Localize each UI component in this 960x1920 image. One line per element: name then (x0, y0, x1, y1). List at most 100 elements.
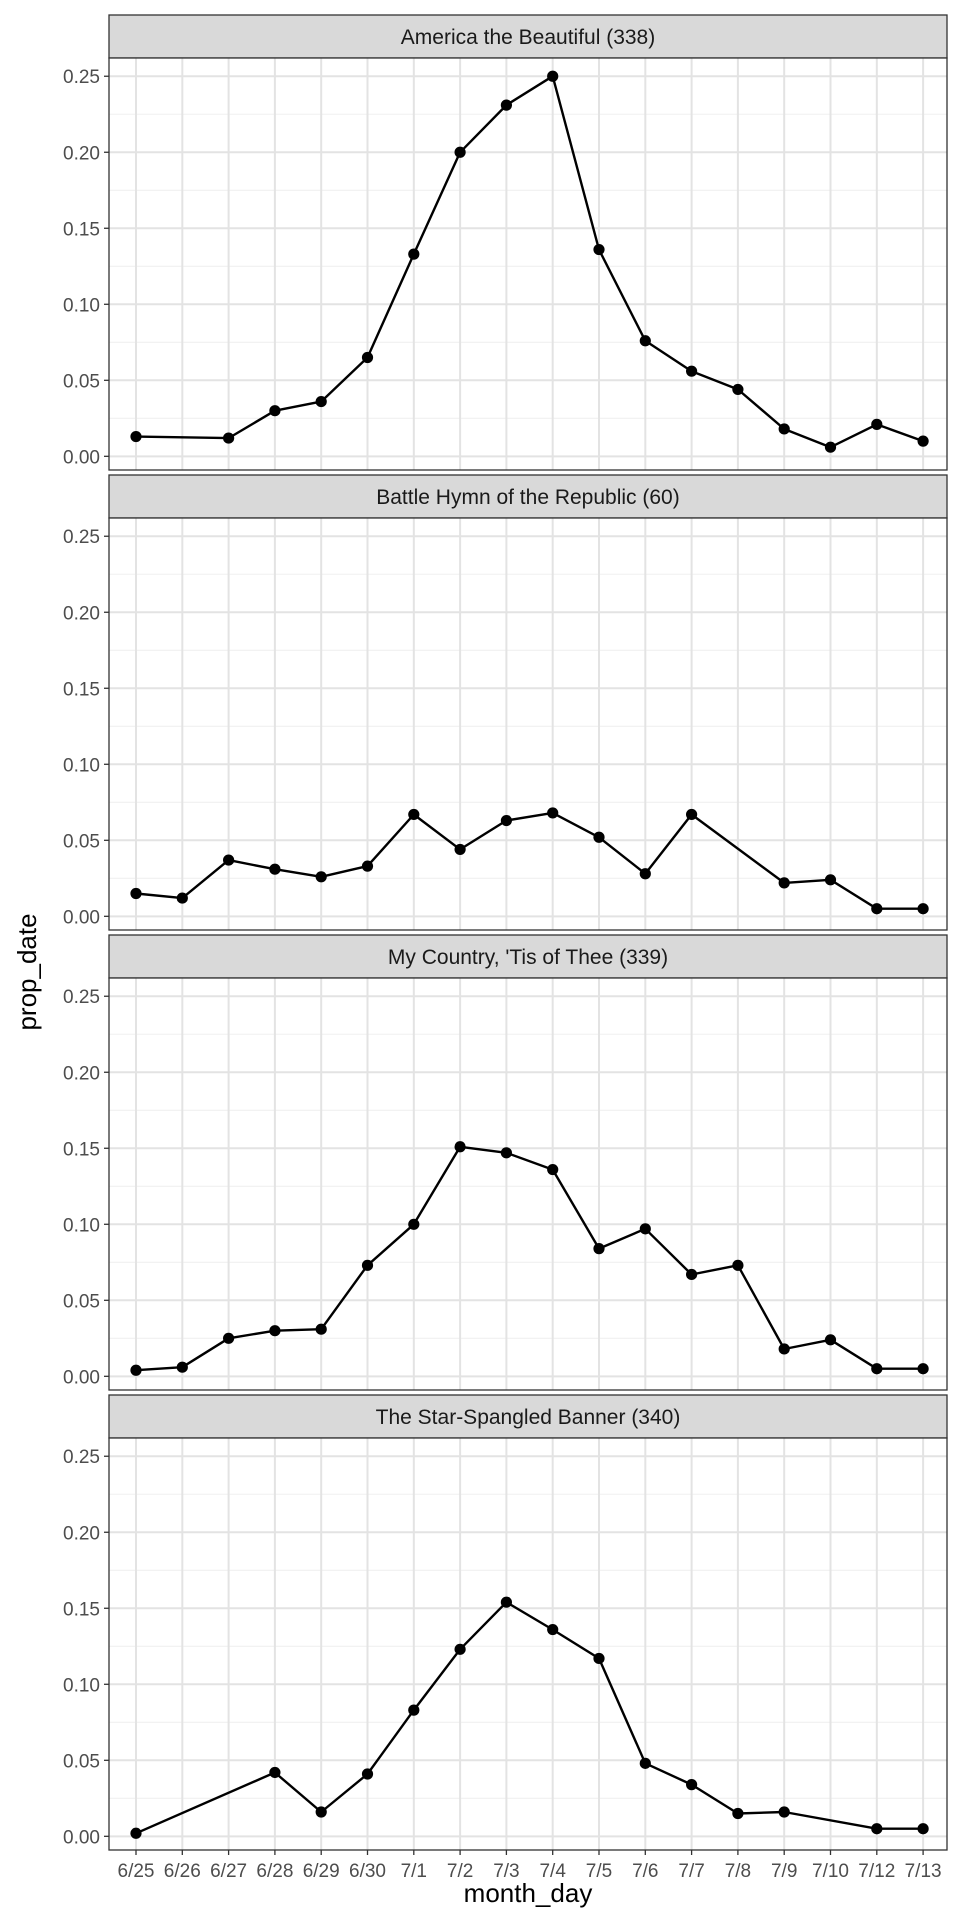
x-tick-label: 6/29 (303, 1861, 340, 1882)
y-tick-label: 0.20 (63, 603, 100, 624)
x-tick-label: 7/3 (493, 1861, 519, 1882)
data-point (547, 807, 559, 819)
panel-background (109, 518, 947, 930)
data-point (778, 1343, 790, 1355)
facet-title: The Star-Spangled Banner (340) (376, 1406, 681, 1429)
data-point (917, 1363, 929, 1375)
x-tick-label: 6/27 (210, 1861, 247, 1882)
data-point (824, 1334, 837, 1346)
data-point (686, 1779, 698, 1791)
x-axis-title: month_day (464, 1878, 593, 1908)
facet-title: America the Beautiful (338) (401, 26, 655, 49)
data-point (223, 432, 235, 444)
panel-background (109, 1438, 947, 1850)
data-point (500, 1147, 512, 1159)
data-point (732, 383, 744, 396)
data-point (871, 418, 883, 430)
y-axis-title: prop_date (12, 913, 42, 1030)
y-tick-label: 0.25 (63, 987, 100, 1008)
data-point (454, 1141, 466, 1153)
y-tick-label: 0.00 (63, 1827, 100, 1848)
y-tick-label: 0.15 (63, 679, 100, 700)
facet-panel: The Star-Spangled Banner (340) 0.00 0.05 0.… (63, 1394, 948, 1851)
data-point (593, 831, 605, 843)
y-tick-label: 0.25 (63, 67, 100, 88)
x-tick-label: 7/8 (725, 1861, 751, 1882)
facet-panels: America the Beautiful (338) 0.00 0.05 0.10 0… (63, 14, 948, 1851)
data-point (686, 365, 698, 377)
x-tick-label: 7/4 (539, 1861, 566, 1882)
y-tick-label: 0.10 (63, 755, 100, 776)
data-point (223, 1332, 235, 1344)
x-tick-label: 7/12 (858, 1861, 895, 1882)
panel-border (108, 977, 948, 1391)
data-point (639, 868, 651, 880)
panel-background (109, 58, 947, 470)
y-tick-label: 0.20 (63, 143, 100, 164)
data-point (361, 1259, 374, 1271)
data-point (361, 860, 374, 872)
facet-panel: My Country, 'Tis of Thee (339) 0.00 0.05 0.… (63, 934, 948, 1391)
data-point (500, 99, 512, 111)
data-point (454, 843, 466, 856)
y-tick-label: 0.25 (63, 1447, 100, 1468)
data-point (269, 1325, 281, 1337)
x-tick-label: 7/10 (812, 1861, 849, 1882)
x-tick-label: 7/7 (678, 1861, 704, 1882)
y-tick-label: 0.05 (63, 1751, 100, 1772)
data-point (223, 854, 235, 866)
data-point (824, 874, 837, 886)
x-tick-label: 6/30 (349, 1861, 386, 1882)
panel-background (109, 978, 947, 1390)
data-point (639, 1223, 651, 1235)
data-point (686, 808, 698, 821)
x-axis: 6/25 6/26 6/27 6/28 6/29 6/30 7/1 7/2 7/3 7/4 7/5 7… (118, 1850, 942, 1882)
data-point (408, 1704, 420, 1716)
data-point (454, 1643, 466, 1655)
x-tick-label: 7/5 (586, 1861, 612, 1882)
data-point (454, 146, 466, 158)
facet-title: My Country, 'Tis of Thee (339) (388, 946, 668, 969)
data-point (917, 1823, 929, 1835)
facet-strip (108, 14, 948, 59)
y-tick-label: 0.25 (63, 527, 100, 548)
y-tick-label: 0.10 (63, 1215, 100, 1236)
y-tick-label: 0.20 (63, 1523, 100, 1544)
data-point (408, 248, 420, 260)
y-tick-label: 0.05 (63, 1291, 100, 1312)
data-point (130, 1827, 142, 1839)
x-tick-label: 7/9 (771, 1861, 797, 1882)
data-point (176, 1361, 188, 1373)
data-point (547, 1623, 559, 1636)
facet-panel: America the Beautiful (338) 0.00 0.05 0.10 0… (63, 14, 948, 471)
data-point (315, 395, 327, 408)
y-tick-label: 0.15 (63, 1599, 100, 1620)
y-tick-label: 0.00 (63, 1367, 100, 1388)
data-point (639, 335, 651, 347)
y-tick-label: 0.20 (63, 1063, 100, 1084)
data-point (269, 405, 281, 417)
y-tick-label: 0.05 (63, 831, 100, 852)
x-tick-label: 6/28 (256, 1861, 293, 1882)
panel-border (108, 517, 948, 931)
x-tick-label: 7/2 (447, 1861, 473, 1882)
data-point (500, 1596, 512, 1608)
y-tick-label: 0.15 (63, 219, 100, 240)
data-point (639, 1757, 651, 1769)
data-point (408, 1218, 420, 1230)
series-line (135, 1145, 924, 1372)
data-point (130, 430, 142, 443)
data-point (593, 1652, 605, 1665)
panel-border (108, 57, 948, 471)
facet-title: Battle Hymn of the Republic (60) (376, 486, 679, 509)
data-point (315, 1323, 327, 1335)
data-point (917, 435, 929, 447)
data-point (176, 892, 188, 904)
data-point (778, 1806, 790, 1818)
x-tick-label: 7/13 (905, 1861, 942, 1882)
data-point (269, 1766, 281, 1779)
data-point (871, 903, 883, 915)
data-point (593, 1243, 605, 1255)
data-point (732, 1807, 744, 1820)
